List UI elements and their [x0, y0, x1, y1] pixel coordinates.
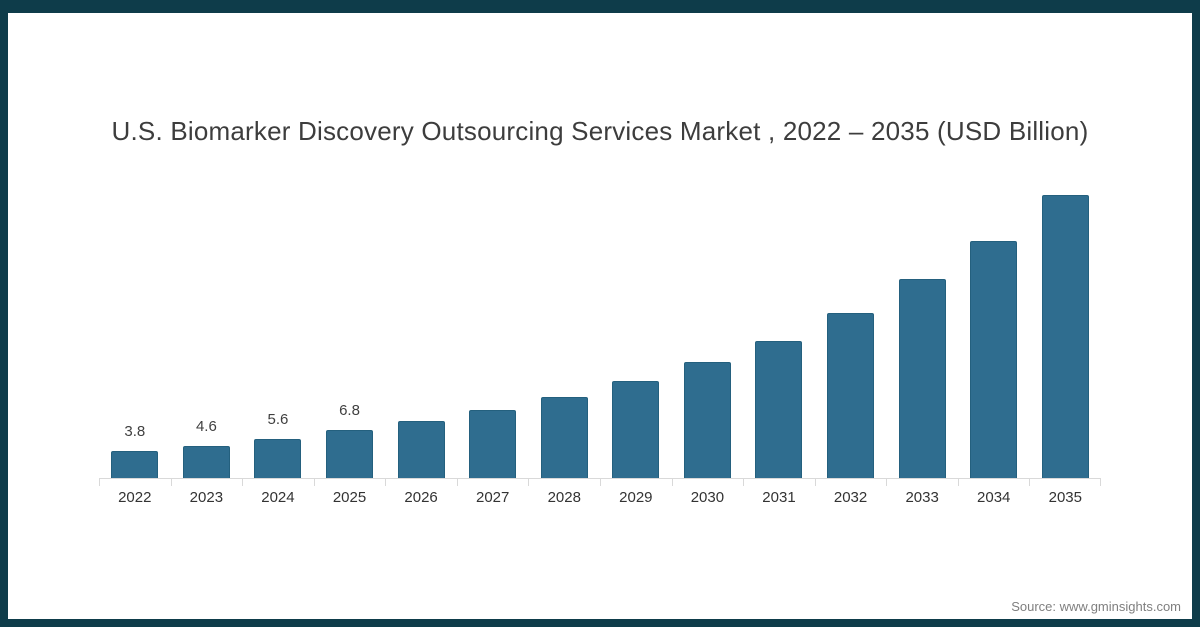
- bar-group-2025: 6.8: [314, 195, 386, 478]
- bar-2030: [683, 362, 731, 478]
- chart-title: U.S. Biomarker Discovery Outsourcing Ser…: [111, 116, 1089, 146]
- x-axis-tick: [171, 478, 172, 486]
- bar-group-2031: [743, 195, 815, 478]
- x-axis-tick: [815, 478, 816, 486]
- bar-group-2026: [385, 195, 457, 478]
- bar-2029: [612, 381, 660, 478]
- bar-value-label-2023: 4.6: [195, 418, 217, 435]
- bar-2033: [898, 279, 946, 478]
- x-axis-tick: [528, 478, 529, 486]
- bar-group-2022: 3.8: [99, 195, 171, 478]
- bar-2032: [827, 313, 875, 478]
- x-tick-label-2023: 2023: [189, 489, 224, 506]
- x-tick-label-2029: 2029: [619, 489, 653, 506]
- x-tick-label-2027: 2027: [475, 489, 510, 506]
- bar-2035: [1041, 195, 1089, 478]
- x-axis-tick: [672, 478, 673, 486]
- bar-value-label-2024: 5.6: [267, 411, 289, 428]
- x-tick-label-2022: 2022: [118, 489, 152, 506]
- bar-value-label-2025: 6.8: [339, 402, 360, 419]
- bar-2026: [397, 421, 445, 478]
- x-axis-tick: [99, 478, 100, 486]
- bar-value-label-2022: 3.8: [124, 423, 146, 440]
- x-tick-label-2025: 2025: [332, 489, 367, 506]
- bar-2025: [326, 430, 374, 478]
- x-tick-label-2026: 2026: [404, 489, 438, 506]
- bar-2024: [254, 439, 302, 478]
- bar-group-2027: [457, 195, 529, 478]
- bar-group-2035: [1030, 195, 1102, 478]
- bar-group-2030: [672, 195, 744, 478]
- x-tick-label-2033: 2033: [905, 489, 939, 506]
- bar-group-2034: [958, 195, 1030, 478]
- x-axis-tick: [1100, 478, 1101, 486]
- x-axis-tick: [886, 478, 887, 486]
- bar-group-2024: 5.6: [242, 195, 314, 478]
- bar-chart-plot: 3.8 4.6 5.6 6.8: [99, 195, 1101, 478]
- x-axis-tick: [314, 478, 315, 486]
- x-axis-labels: 2022 2023 2024 2025 2026 2027 2028 2029 2030 2031…: [99, 489, 1101, 506]
- x-axis-tick: [385, 478, 386, 486]
- bar-2028: [540, 397, 588, 478]
- bar-2034: [970, 241, 1018, 478]
- x-axis-tick: [743, 478, 744, 486]
- bar-2023: [182, 446, 230, 478]
- bar-2022: [111, 451, 159, 478]
- x-tick-label-2030: 2030: [690, 489, 725, 506]
- bar-group-2033: [886, 195, 958, 478]
- bar-group-2029: [600, 195, 672, 478]
- x-axis-tick: [958, 478, 959, 486]
- x-tick-label-2032: 2032: [833, 489, 868, 506]
- x-tick-label-2034: 2034: [977, 489, 1011, 506]
- x-tick-label-2028: 2028: [547, 489, 581, 506]
- x-tick-label-2035: 2035: [1048, 489, 1082, 506]
- bar-2027: [469, 410, 517, 478]
- x-axis-tick: [457, 478, 458, 486]
- x-axis-tick: [1029, 478, 1030, 486]
- x-axis-tick: [242, 478, 243, 486]
- bar-2031: [755, 341, 803, 478]
- bar-group-2032: [815, 195, 887, 478]
- x-tick-label-2031: 2031: [762, 489, 796, 506]
- bar-group-2023: 4.6: [171, 195, 243, 478]
- x-tick-label-2024: 2024: [261, 489, 295, 506]
- x-axis-tick: [600, 478, 601, 486]
- source-credit: Source: www.gminsights.com: [1011, 599, 1181, 614]
- bar-group-2028: [528, 195, 600, 478]
